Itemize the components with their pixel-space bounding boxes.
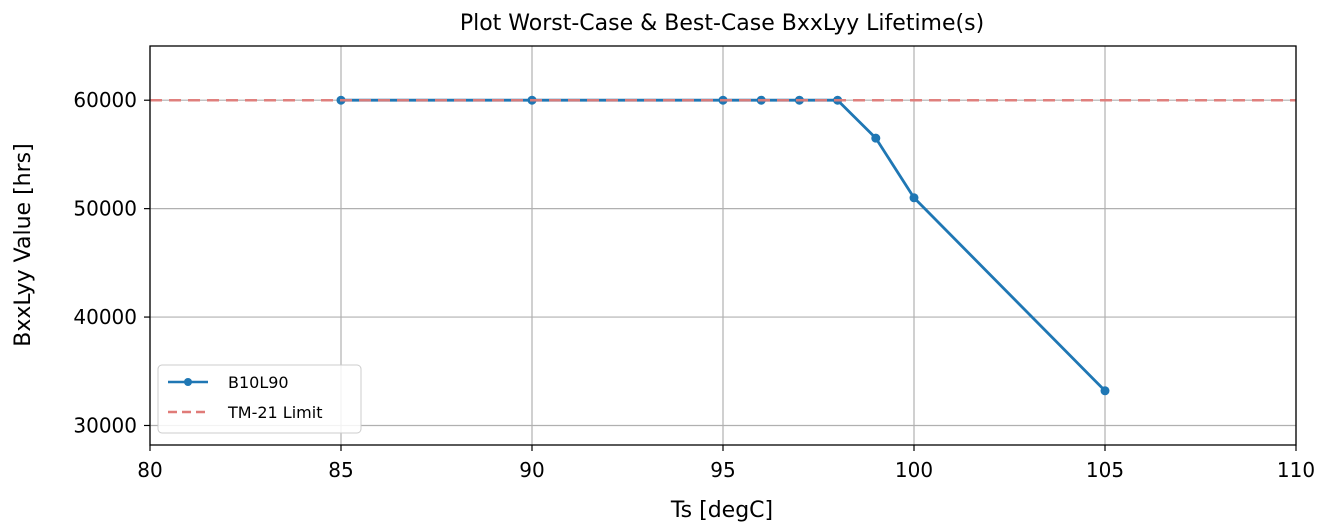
y-tick-label: 30000 [73,413,137,437]
y-tick-label: 60000 [73,88,137,112]
x-tick-label: 105 [1086,458,1124,482]
x-tick-label: 110 [1277,458,1315,482]
axis-ticks: 80 85 90 95 100 105 110 30000 40000 50000 60000 [73,88,1315,482]
legend-marker-b10l90 [184,378,192,386]
legend-label-b10l90: B10L90 [228,373,289,392]
x-tick-label: 85 [328,458,353,482]
x-tick-label: 95 [710,458,735,482]
x-tick-label: 90 [519,458,544,482]
y-tick-label: 40000 [73,305,137,329]
chart-title: Plot Worst-Case & Best-Case BxxLyy Lifet… [460,11,984,36]
data-point-b10l90 [871,133,881,143]
y-tick-label: 50000 [73,197,137,221]
legend-label-tm21-limit: TM-21 Limit [227,403,322,422]
legend: B10L90 TM-21 Limit [157,364,362,434]
legend-box [157,364,362,434]
x-tick-label: 80 [137,458,162,482]
series-layer [150,95,1296,396]
y-axis-label: BxxLyy Value [hrs] [11,143,36,346]
data-point-b10l90 [909,193,919,203]
x-tick-label: 100 [895,458,933,482]
x-axis-label: Ts [degC] [670,498,773,523]
data-point-b10l90 [1100,386,1110,396]
